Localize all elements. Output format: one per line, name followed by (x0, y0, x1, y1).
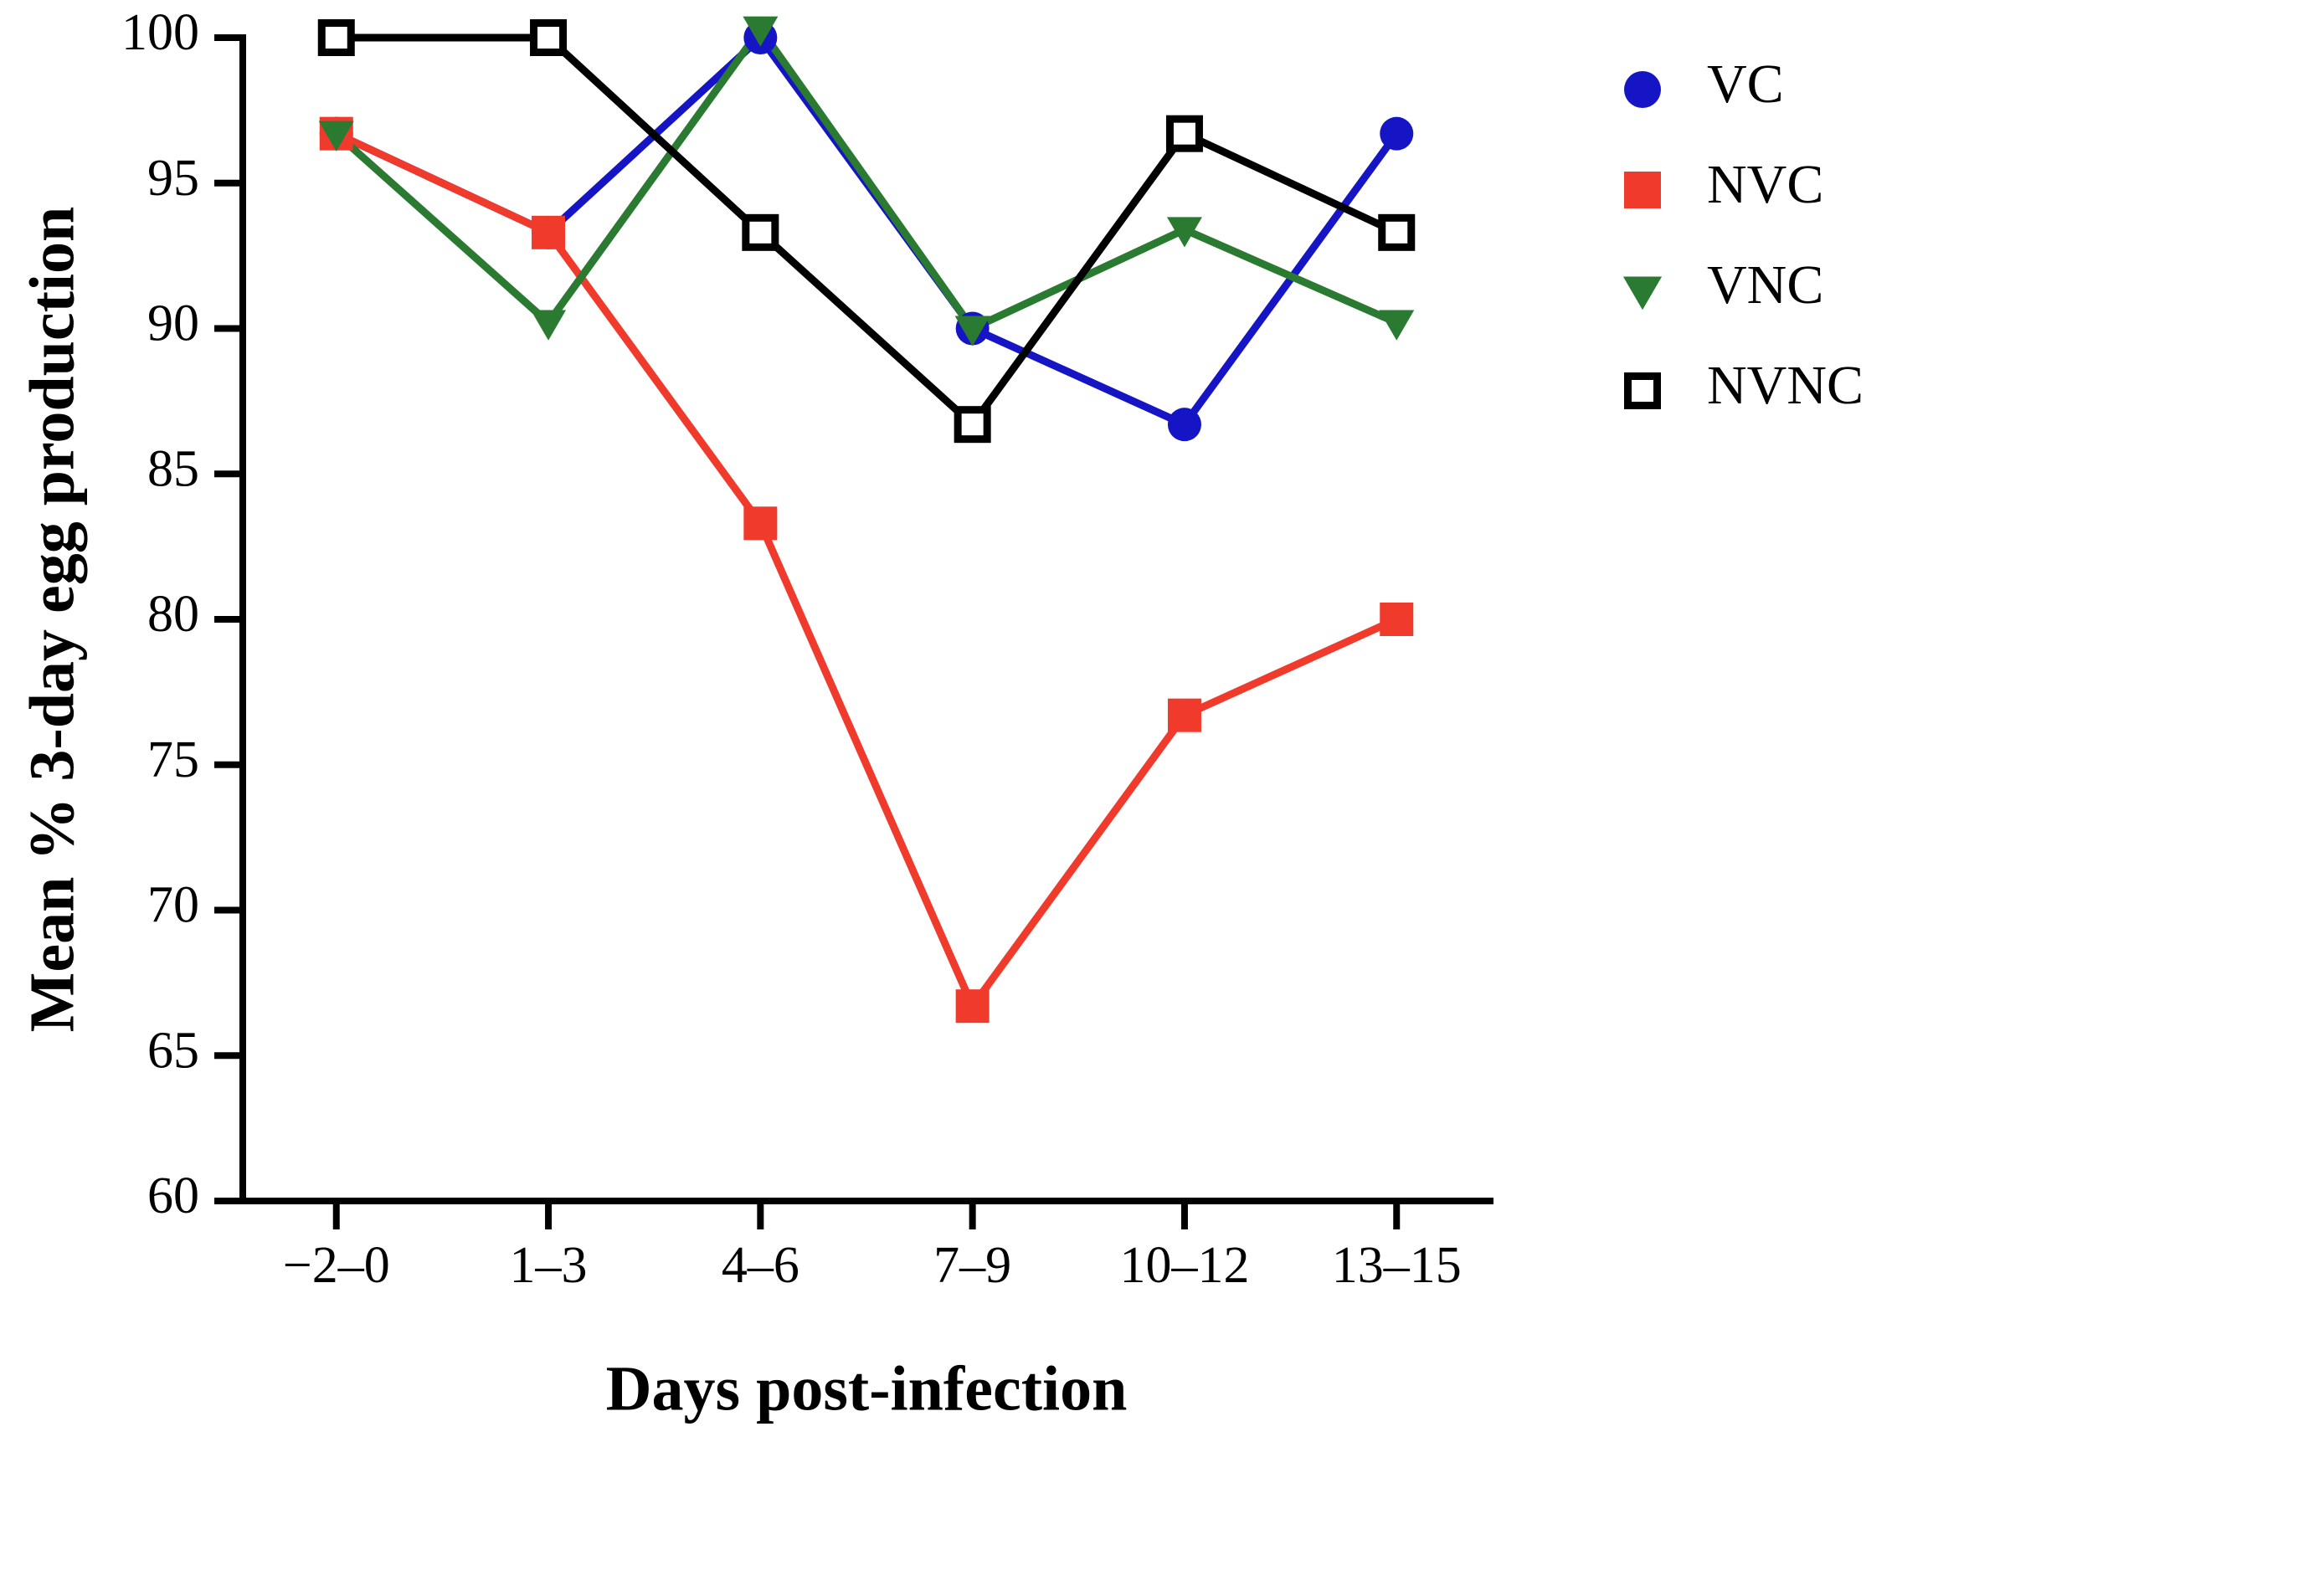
y-tick-label: 65 (147, 1022, 199, 1079)
y-tick-label: 70 (147, 877, 199, 934)
y-tick-label: 75 (147, 731, 199, 788)
x-axis-label: Days post-infection (606, 1354, 1128, 1424)
y-tick-label: 80 (147, 586, 199, 643)
line-chart: 60 65 70 75 80 85 90 95 100 −2–0 1–3 4–6 7–9 10–12 13–… (0, 0, 2298, 1596)
y-tick-label: 100 (121, 4, 199, 61)
x-tick-label: 1–3 (510, 1237, 588, 1294)
y-tick-label: 90 (147, 295, 199, 352)
x-tick-label: −2–0 (283, 1237, 390, 1294)
x-tick-label: 10–12 (1119, 1237, 1249, 1294)
chart-container: 60 65 70 75 80 85 90 95 100 −2–0 1–3 4–6 7–9 10–12 13–… (0, 0, 2298, 1596)
legend-label: NVC (1707, 154, 1823, 215)
x-tick-label: 4–6 (722, 1237, 799, 1294)
y-tick-label: 85 (147, 440, 199, 497)
x-tick-label: 7–9 (933, 1237, 1011, 1294)
y-tick-label: 60 (147, 1167, 199, 1224)
y-axis-label: Mean % 3-day egg production (17, 207, 87, 1033)
legend-label: VNC (1707, 254, 1823, 316)
x-tick-label: 13–15 (1332, 1237, 1462, 1294)
legend-label: NVNC (1707, 355, 1864, 416)
legend-label: VC (1707, 54, 1784, 115)
y-tick-label: 95 (147, 150, 199, 207)
